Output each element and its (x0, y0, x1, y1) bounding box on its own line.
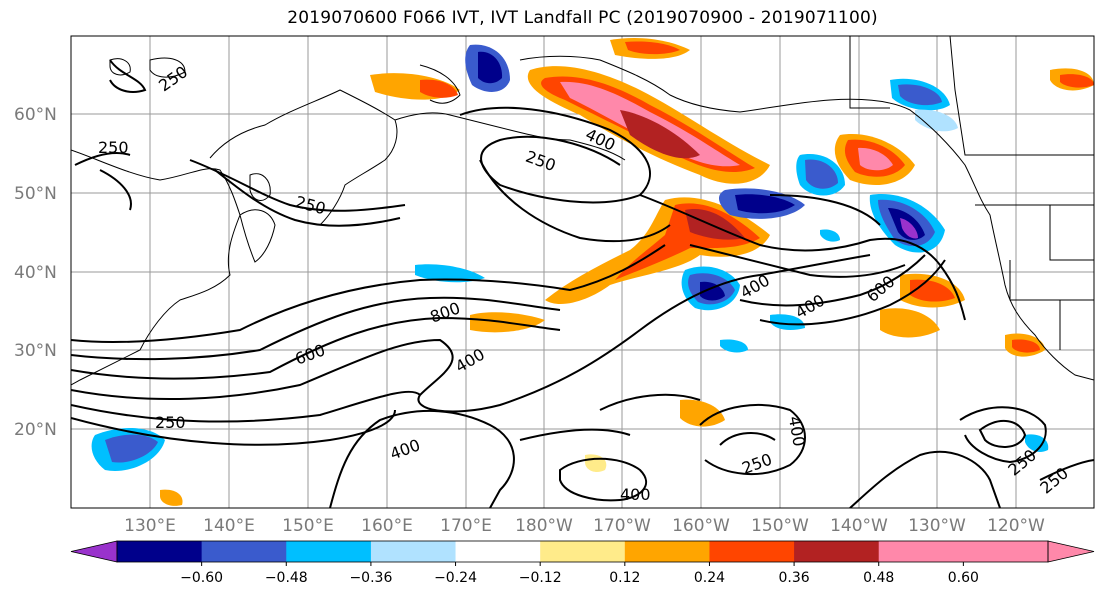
colorbar: −0.60 −0.48 −0.36 −0.24 −0.12 0.12 0.24 0.36 0.4… (70, 540, 1095, 586)
lat-label: 50°N (14, 184, 57, 204)
lon-label: 140°E (203, 516, 255, 536)
lon-label: 180°W (515, 516, 573, 536)
colorbar-tick-label: −0.12 (519, 570, 562, 586)
colorbar-segment (624, 541, 710, 562)
lon-label: 170°E (440, 516, 492, 536)
latitude-labels: 60°N 50°N 40°N 30°N 20°N (14, 105, 57, 440)
colorbar-segment (286, 541, 372, 562)
colorbar-tick-label: 0.48 (863, 570, 894, 586)
lon-label: 160°E (361, 516, 413, 536)
lon-label: 170°W (593, 516, 651, 536)
borders (849, 36, 1094, 350)
map-title: 2019070600 F066 IVT, IVT Landfall PC (20… (287, 8, 878, 28)
lon-label: 130°W (908, 516, 966, 536)
colorbar-segment (878, 541, 964, 562)
contour-label: 250 (155, 413, 186, 432)
colorbar-segment (117, 541, 203, 562)
colorbar-segment (794, 541, 880, 562)
lon-label: 140°W (830, 516, 888, 536)
colorbar-segment (709, 541, 795, 562)
lon-label: 130°E (124, 516, 176, 536)
lon-label: 150°E (282, 516, 334, 536)
contour-label: 400 (620, 485, 651, 504)
lat-label: 20°N (14, 420, 57, 440)
colorbar-tick-label: −0.48 (265, 570, 308, 586)
colorbar-tick-label: 0.60 (948, 570, 979, 586)
lon-label: 120°W (987, 516, 1045, 536)
colorbar-segment (540, 541, 626, 562)
lat-label: 60°N (14, 105, 57, 125)
colorbar-tick-label: 0.36 (779, 570, 810, 586)
contour-label: 250 (98, 138, 129, 157)
colorbar-tick-label: 0.12 (609, 570, 640, 586)
colorbar-segment (201, 541, 287, 562)
colorbar-tick-label: −0.24 (434, 570, 477, 586)
map-frame (70, 35, 1095, 509)
colorbar-segment (963, 541, 1049, 562)
colorbar-outline (116, 540, 1049, 563)
colorbar-extend-min (70, 540, 118, 563)
colorbar-tick-label: −0.60 (180, 570, 223, 586)
ivt-contours (71, 59, 1094, 508)
longitude-labels: 130°E 140°E 150°E 160°E 170°E 180°W 170°… (124, 516, 1045, 536)
lon-label: 150°W (751, 516, 809, 536)
colorbar-tick-label: 0.24 (694, 570, 725, 586)
coastlines (71, 55, 1094, 386)
colorbar-segment (370, 541, 457, 562)
lon-label: 160°W (672, 516, 730, 536)
colorbar-tick-label: −0.36 (349, 570, 392, 586)
colorbar-extend-max (1047, 540, 1095, 563)
colorbar-segment (455, 541, 541, 562)
lat-label: 40°N (14, 263, 57, 283)
lat-label: 30°N (14, 341, 57, 361)
